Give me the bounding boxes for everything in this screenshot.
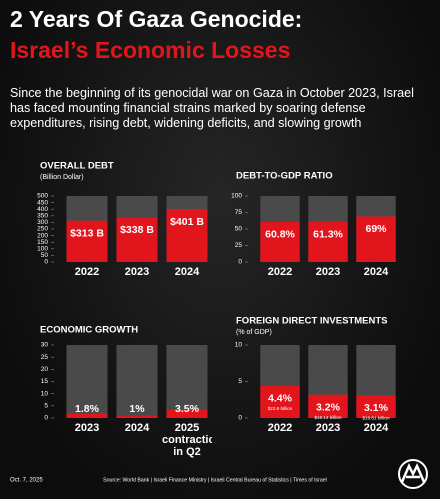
chart-title: DEBT-TO-GDP RATIO bbox=[236, 171, 333, 182]
subtitle: Israel’s Economic Losses bbox=[10, 37, 291, 63]
date: Oct. 7, 2025 bbox=[10, 478, 43, 484]
y-tick-label: 10 bbox=[235, 342, 243, 349]
value-label: 3.5% bbox=[175, 403, 200, 415]
chart-subtitle: (Billion Dollar) bbox=[40, 174, 84, 181]
x-tick-label: 2024 bbox=[363, 422, 389, 434]
bar-note: $22.6 billion bbox=[268, 406, 293, 411]
bar-background bbox=[116, 345, 158, 418]
x-tick-label: 2024 bbox=[124, 422, 150, 434]
bar bbox=[260, 385, 300, 418]
y-tick-label: 100 bbox=[231, 193, 242, 200]
y-tick-label: 200 bbox=[37, 232, 48, 239]
y-tick-label: 350 bbox=[37, 213, 48, 220]
bar bbox=[356, 216, 396, 262]
y-tick-label: 50 bbox=[235, 226, 243, 233]
x-label-box: 2023 bbox=[315, 266, 341, 278]
y-tick-label: 25 bbox=[41, 354, 49, 361]
bar-note: $16.14 billion bbox=[314, 415, 342, 420]
y-tick-label: 0 bbox=[238, 259, 242, 266]
x-tick-label: 2023 bbox=[124, 266, 150, 278]
value-label: 61.3% bbox=[313, 228, 343, 240]
bar bbox=[66, 220, 108, 262]
x-label-box: 2025 contraction in Q2 bbox=[162, 422, 212, 458]
x-label-box: 2024 bbox=[363, 422, 389, 434]
y-tick-label: 0 bbox=[44, 259, 48, 266]
x-tick-label: 2023 bbox=[315, 266, 341, 278]
y-tick-label: 150 bbox=[37, 239, 48, 246]
x-tick-label: 2024 bbox=[363, 266, 389, 278]
value-label: 60.8% bbox=[265, 229, 295, 241]
bar bbox=[116, 217, 158, 262]
x-label-box: 2022 bbox=[267, 422, 293, 434]
bar-background bbox=[166, 345, 208, 418]
y-tick-label: 10 bbox=[41, 390, 49, 397]
x-tick-label: 2025 contraction in Q2 bbox=[162, 422, 212, 458]
y-tick-label: 25 bbox=[235, 242, 243, 249]
bar bbox=[308, 221, 348, 262]
y-tick-label: 500 bbox=[37, 193, 48, 200]
title: 2 Years Of Gaza Genocide: bbox=[10, 6, 303, 32]
value-label: $313 B bbox=[70, 227, 104, 239]
bar bbox=[166, 209, 208, 262]
value-label: $338 B bbox=[120, 224, 154, 236]
y-tick-label: 50 bbox=[41, 252, 49, 259]
bar bbox=[260, 221, 300, 262]
value-label: 3.1% bbox=[364, 402, 389, 414]
y-tick-label: 400 bbox=[37, 206, 48, 213]
x-tick-label: 2023 bbox=[315, 422, 341, 434]
value-label: 3.2% bbox=[316, 401, 341, 413]
bar bbox=[356, 395, 396, 418]
value-label: $401 B bbox=[170, 216, 204, 228]
y-tick-label: 15 bbox=[41, 378, 49, 385]
bar bbox=[308, 394, 348, 418]
x-tick-label: 2022 bbox=[74, 266, 100, 278]
chart-title: OVERALL DEBT bbox=[40, 161, 114, 172]
description: Since the beginning of its genocidal war… bbox=[10, 86, 414, 130]
x-tick-label: 2022 bbox=[267, 266, 293, 278]
x-tick-label: 2023 bbox=[74, 422, 100, 434]
value-label: 4.4% bbox=[268, 393, 293, 405]
bar-background bbox=[66, 345, 108, 418]
bar bbox=[66, 413, 108, 418]
x-label-box: 2024 bbox=[363, 266, 389, 278]
bar bbox=[116, 415, 158, 418]
x-label-box: 2024 bbox=[124, 422, 150, 434]
y-tick-label: 5 bbox=[238, 378, 242, 385]
logo bbox=[398, 459, 428, 489]
y-tick-label: 0 bbox=[44, 415, 48, 422]
value-label: 1% bbox=[129, 403, 145, 415]
y-tick-label: 5 bbox=[44, 403, 48, 410]
bar bbox=[166, 409, 208, 418]
x-label-box: 2022 bbox=[74, 266, 100, 278]
x-label-box: 2023 bbox=[124, 266, 150, 278]
x-tick-label: 2024 bbox=[174, 266, 200, 278]
value-label: 1.8% bbox=[75, 403, 100, 415]
x-label-box: 2023 bbox=[315, 422, 341, 434]
x-label-box: 2024 bbox=[174, 266, 200, 278]
y-tick-label: 250 bbox=[37, 226, 48, 233]
x-tick-label: 2022 bbox=[267, 422, 293, 434]
chart-subtitle: (% of GDP) bbox=[236, 329, 272, 336]
y-tick-label: 300 bbox=[37, 219, 48, 226]
x-label-box: 2022 bbox=[267, 266, 293, 278]
value-label: 69% bbox=[365, 223, 387, 235]
y-tick-label: 0 bbox=[238, 415, 242, 422]
y-tick-label: 450 bbox=[37, 199, 48, 206]
source: Source: World Bank | Israeli Finance Min… bbox=[103, 477, 327, 483]
bar-note: $16.61 billion bbox=[362, 416, 390, 421]
x-label-box: 2023 bbox=[74, 422, 100, 434]
y-tick-label: 100 bbox=[37, 246, 48, 253]
chart-title: ECONOMIC GROWTH bbox=[40, 325, 138, 336]
y-tick-label: 75 bbox=[235, 209, 243, 216]
y-tick-label: 30 bbox=[41, 342, 49, 349]
chart-title: FOREIGN DIRECT INVESTMENTS bbox=[236, 316, 387, 327]
y-tick-label: 20 bbox=[41, 366, 49, 373]
